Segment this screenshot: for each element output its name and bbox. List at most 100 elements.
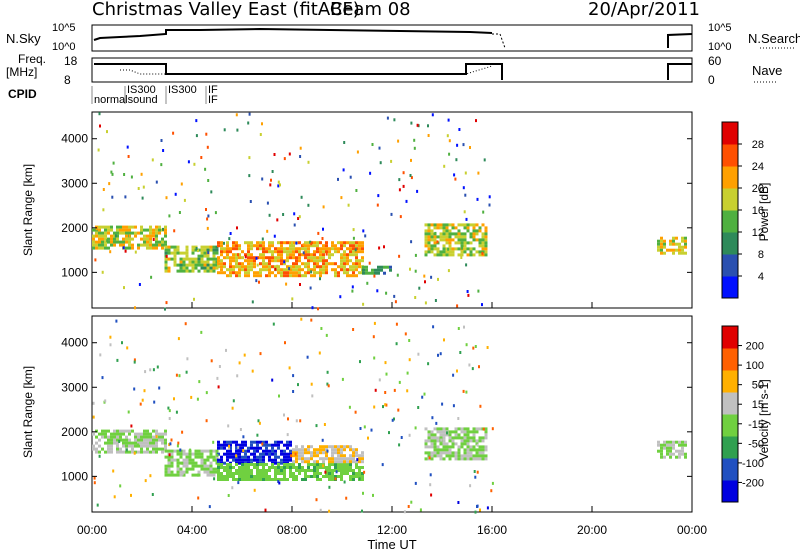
data-cell bbox=[352, 448, 355, 452]
colorbar-swatch bbox=[722, 232, 738, 255]
data-cell bbox=[433, 235, 437, 239]
data-cell bbox=[657, 440, 660, 444]
data-cell bbox=[442, 433, 446, 437]
data-cell bbox=[298, 268, 301, 272]
data-cell bbox=[346, 253, 349, 257]
data-cell bbox=[274, 466, 277, 469]
data-cell bbox=[185, 269, 189, 273]
data-cell bbox=[215, 449, 219, 453]
colorbar-frame bbox=[721, 325, 739, 503]
scatter-cell bbox=[168, 409, 171, 413]
data-cell bbox=[681, 443, 684, 447]
data-cell bbox=[355, 241, 358, 245]
data-cell bbox=[295, 475, 298, 478]
data-cell bbox=[271, 449, 274, 453]
data-cell bbox=[259, 475, 262, 478]
scatter-cell bbox=[441, 402, 444, 406]
scatter-cell bbox=[142, 185, 145, 189]
data-cell bbox=[349, 454, 352, 458]
data-cell bbox=[158, 432, 161, 436]
data-cell bbox=[194, 248, 198, 252]
data-cell bbox=[247, 458, 250, 462]
data-cell bbox=[253, 475, 256, 478]
data-cell bbox=[220, 463, 223, 466]
data-cell bbox=[220, 443, 223, 447]
data-cell bbox=[349, 250, 352, 254]
scatter-cell bbox=[251, 300, 254, 304]
data-cell bbox=[669, 440, 672, 444]
data-cell bbox=[307, 445, 310, 449]
data-cell bbox=[220, 241, 223, 245]
data-cell bbox=[457, 451, 461, 455]
data-cell bbox=[484, 241, 488, 245]
data-cell bbox=[229, 472, 232, 475]
scatter-cell bbox=[364, 234, 367, 238]
data-cell bbox=[200, 257, 204, 261]
data-cell bbox=[466, 439, 470, 443]
data-cell bbox=[143, 441, 146, 445]
data-cell bbox=[430, 451, 434, 455]
scatter-cell bbox=[130, 493, 132, 497]
data-cell bbox=[149, 237, 152, 241]
data-cell bbox=[298, 451, 301, 455]
data-cell bbox=[337, 271, 340, 275]
data-cell bbox=[298, 253, 301, 257]
data-cell bbox=[128, 450, 131, 454]
data-cell bbox=[220, 259, 223, 263]
data-cell bbox=[152, 234, 155, 238]
data-cell bbox=[206, 254, 210, 258]
data-cell bbox=[484, 235, 488, 239]
scatter-cell bbox=[368, 261, 371, 265]
data-cell bbox=[283, 247, 286, 251]
x-tick-label: 00:00 bbox=[77, 523, 107, 537]
colorbar-tick-label: 8 bbox=[758, 249, 764, 261]
scatter-cell bbox=[178, 211, 181, 214]
scatter-cell bbox=[228, 237, 231, 241]
data-cell bbox=[259, 271, 262, 275]
scatter-cell bbox=[152, 238, 155, 241]
data-cell bbox=[209, 464, 213, 468]
scatter-cell bbox=[168, 443, 171, 447]
data-cell bbox=[247, 449, 250, 453]
data-cell bbox=[328, 466, 331, 469]
scatter-cell bbox=[367, 436, 369, 440]
data-cell bbox=[107, 225, 110, 229]
data-cell bbox=[304, 472, 307, 475]
data-cell bbox=[325, 445, 328, 449]
y-tick-label: 2000 bbox=[61, 221, 88, 235]
scatter-cell bbox=[242, 435, 245, 439]
scatter-cell bbox=[488, 195, 491, 199]
scatter-cell bbox=[200, 330, 203, 334]
data-cell bbox=[466, 436, 470, 440]
scatter-cell bbox=[486, 506, 489, 510]
scatter-cell bbox=[315, 498, 318, 502]
data-cell bbox=[298, 265, 301, 269]
data-cell bbox=[457, 232, 461, 236]
scatter-cell bbox=[237, 481, 240, 485]
data-cell bbox=[265, 446, 268, 450]
scatter-cell bbox=[340, 196, 343, 200]
data-cell bbox=[137, 450, 140, 454]
data-cell bbox=[235, 244, 238, 248]
data-cell bbox=[349, 265, 352, 269]
scatter-cell bbox=[352, 228, 355, 232]
data-cell bbox=[295, 457, 298, 461]
x-tick-label: 00:00 bbox=[677, 523, 707, 537]
data-cell bbox=[265, 440, 268, 444]
data-cell bbox=[669, 242, 672, 246]
data-cell bbox=[238, 458, 241, 462]
data-cell bbox=[454, 436, 458, 440]
scatter-cell bbox=[178, 374, 181, 378]
scatter-cell bbox=[283, 157, 286, 161]
data-cell bbox=[265, 274, 268, 278]
data-cell bbox=[188, 263, 192, 267]
data-cell bbox=[478, 250, 482, 254]
scatter-cell bbox=[465, 390, 468, 394]
data-cell bbox=[669, 452, 672, 456]
data-cell bbox=[334, 274, 337, 278]
data-cell bbox=[436, 247, 440, 251]
data-cell bbox=[113, 243, 116, 247]
data-cell bbox=[250, 268, 253, 272]
scatter-cell bbox=[388, 431, 390, 435]
